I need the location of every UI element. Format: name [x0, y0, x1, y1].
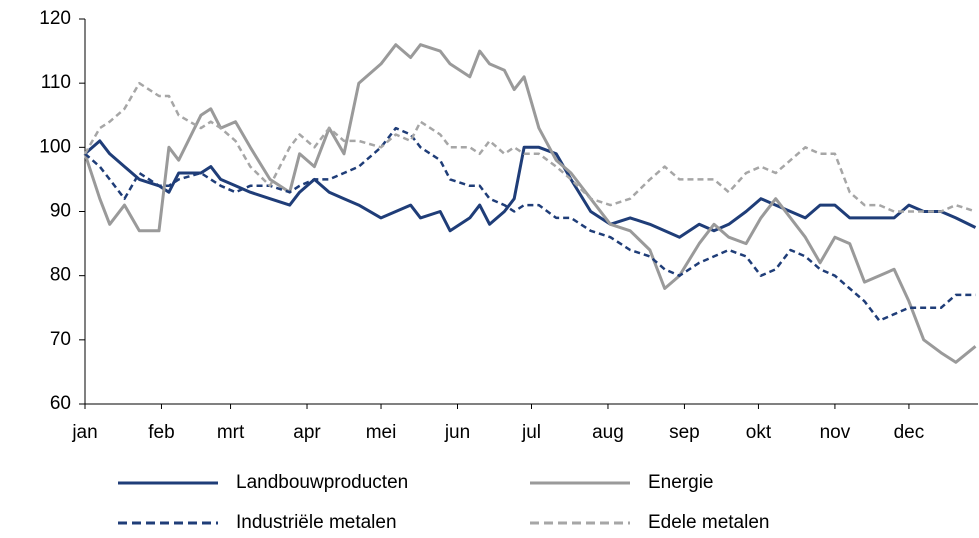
x-tick-label: jun — [444, 422, 470, 443]
y-tick-label: 60 — [50, 393, 71, 414]
y-tick-label: 120 — [39, 8, 71, 29]
legend-label: Industriële metalen — [236, 512, 397, 533]
y-tick-label: 110 — [41, 72, 71, 93]
series-line — [84, 139, 977, 239]
x-tick-label: nov — [820, 422, 851, 443]
x-tick-label: sep — [669, 422, 700, 443]
x-tick-label: mrt — [217, 422, 245, 443]
series-line — [83, 43, 977, 364]
x-tick-label: jul — [521, 422, 541, 443]
x-tick-label: feb — [148, 422, 174, 443]
series-line — [83, 81, 976, 213]
y-tick-label: 80 — [50, 265, 71, 286]
x-tick-label: aug — [592, 422, 624, 443]
x-tick-label: mei — [366, 422, 397, 443]
legend-label: Edele metalen — [648, 512, 769, 533]
x-tick-label: apr — [293, 422, 321, 443]
x-tick-label: okt — [746, 422, 772, 443]
x-tick-label: jan — [71, 422, 97, 443]
y-tick-label: 100 — [39, 136, 71, 157]
x-tick-label: dec — [894, 422, 925, 443]
legend-label: Energie — [648, 472, 714, 493]
y-tick-label: 90 — [50, 201, 71, 222]
series-line — [84, 126, 976, 322]
legend-label: Landbouwproducten — [236, 472, 408, 493]
y-tick-label: 70 — [50, 329, 71, 350]
